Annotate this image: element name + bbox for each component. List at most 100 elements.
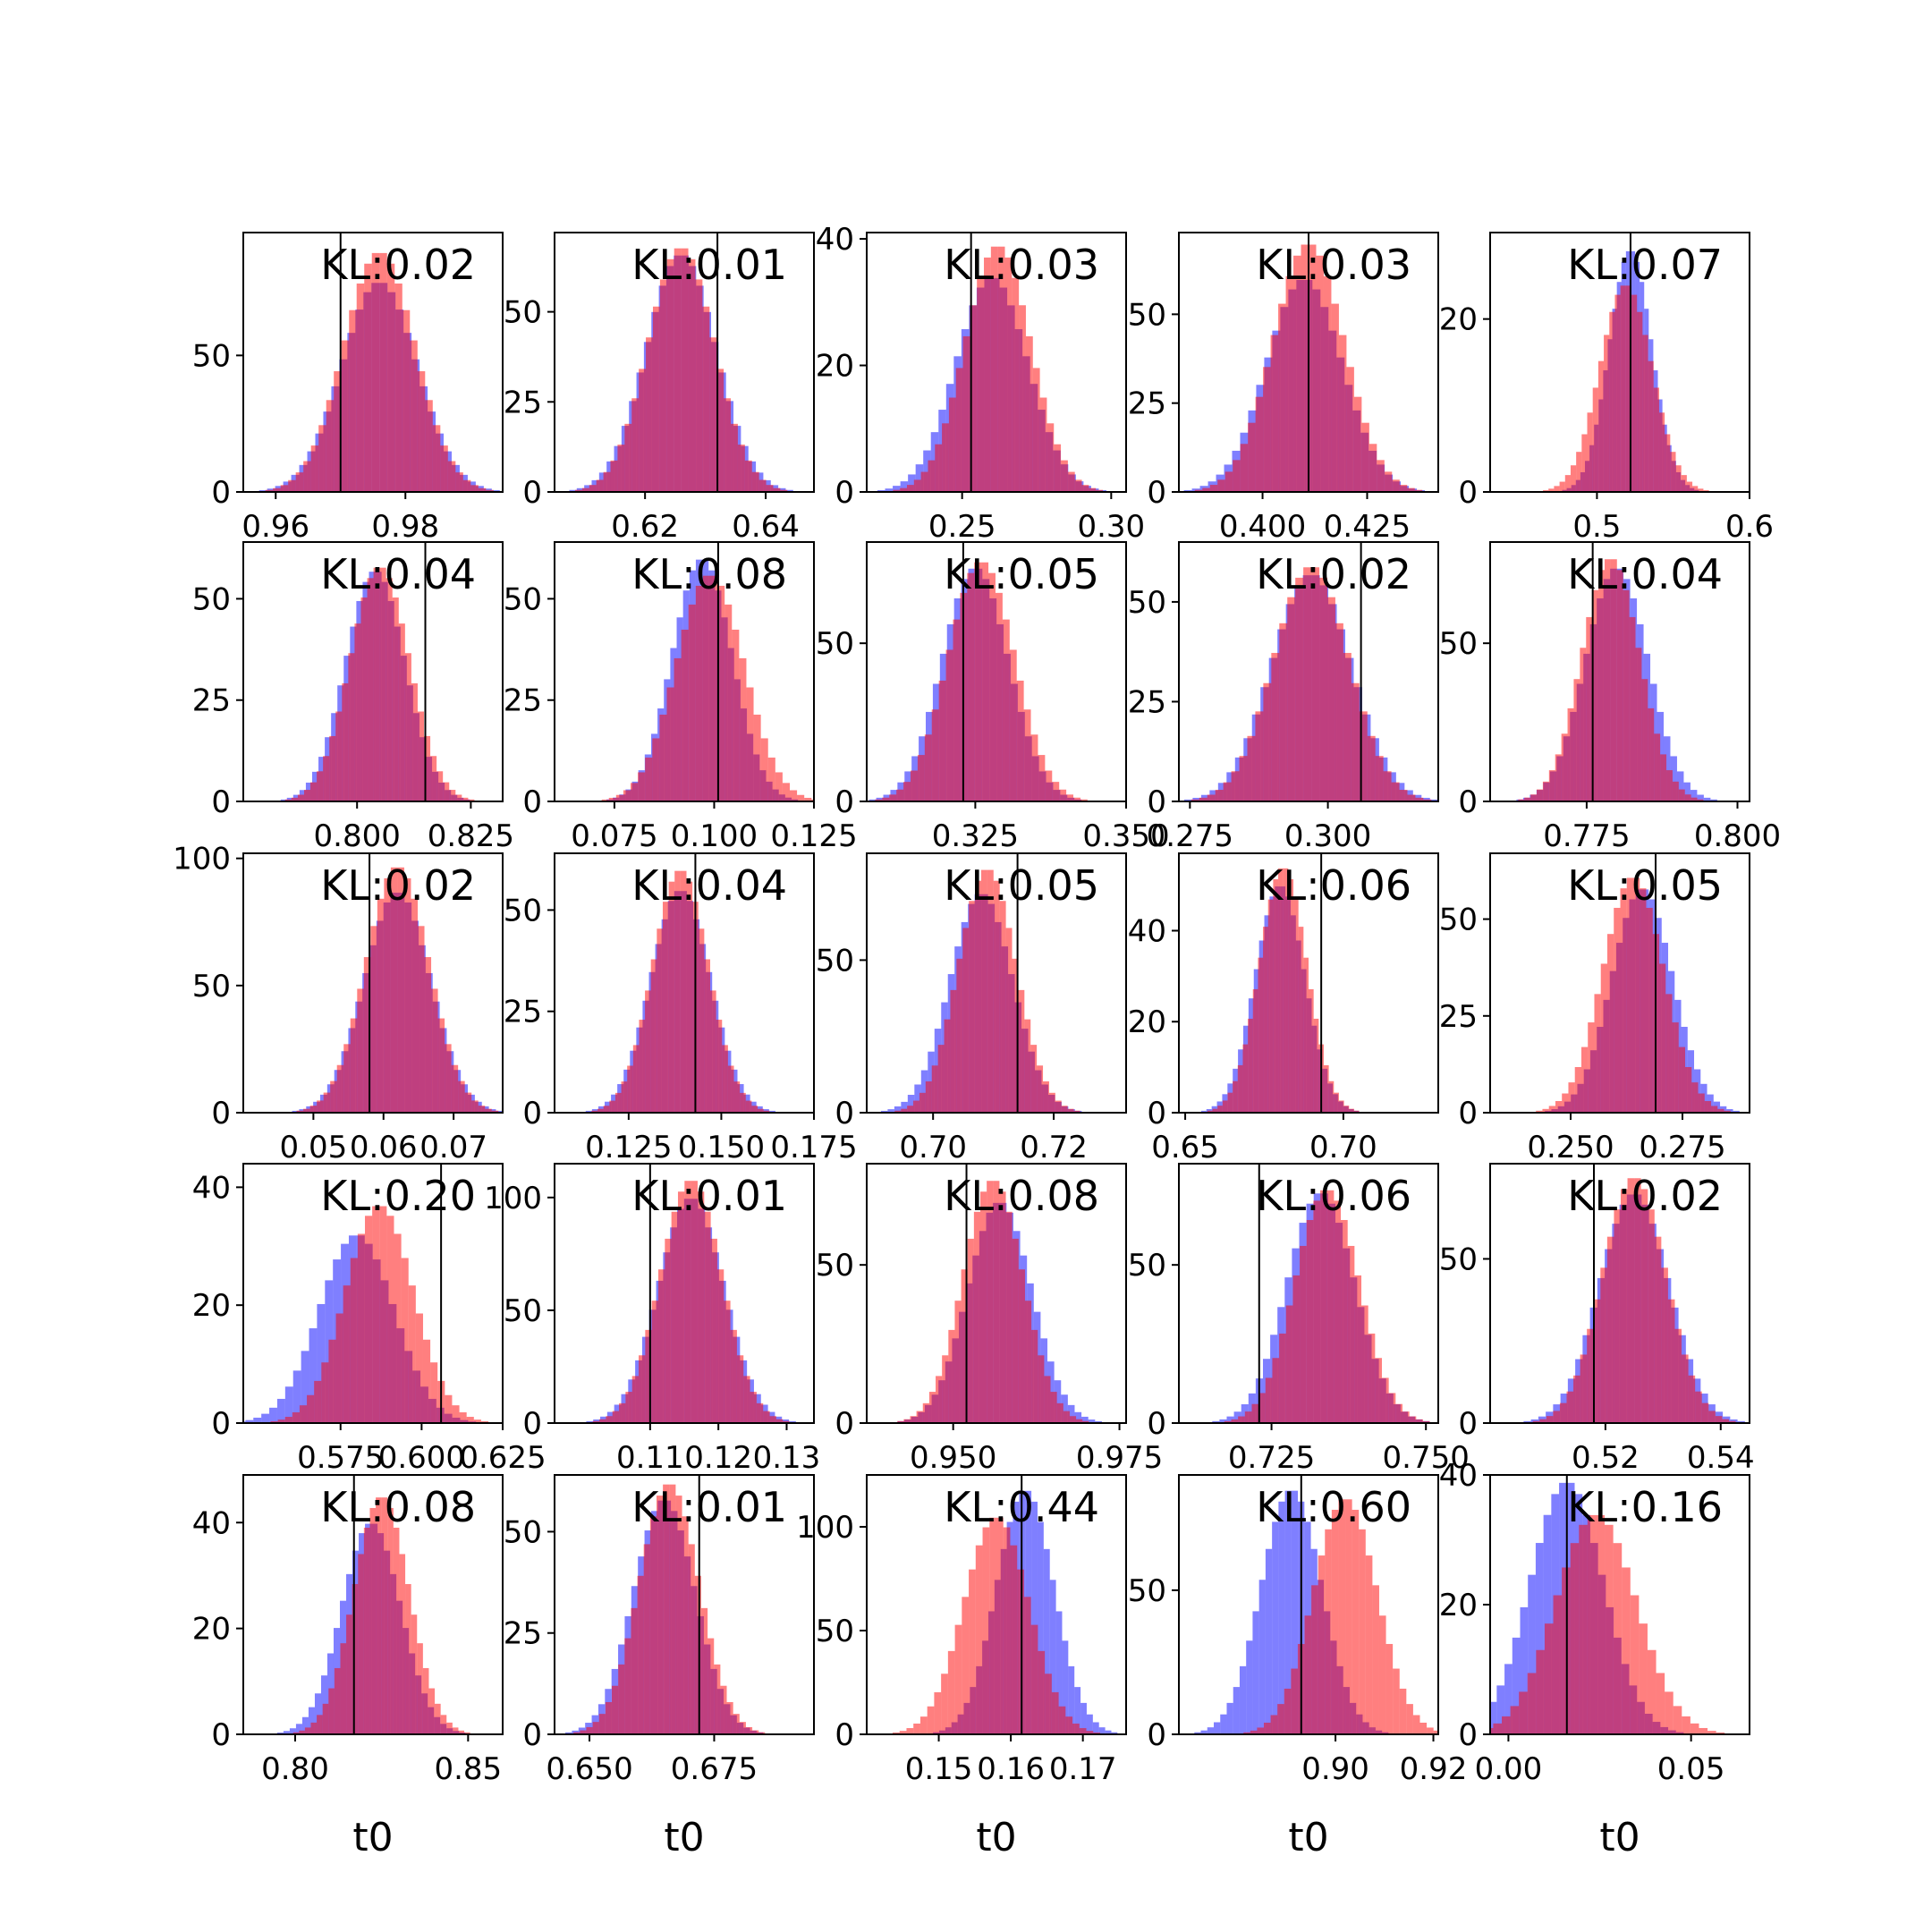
prior-histogram-bar [284,1417,292,1423]
prior-histogram-bar [1300,1245,1307,1423]
prior-histogram-bar [896,789,904,801]
plot-area [1536,853,1740,1113]
prior-histogram-bar [1279,623,1288,801]
x-tick-label: 0.64 [732,509,800,545]
prior-histogram-bar [1313,1200,1321,1423]
prior-histogram-bar [1627,1178,1635,1423]
prior-histogram-bar [975,1545,983,1734]
prior-histogram-bar [650,959,657,1113]
prior-histogram-bar [304,1727,311,1734]
prior-histogram-bar [1527,1673,1537,1734]
posterior-histogram-bar [1670,756,1677,801]
prior-histogram-bar [1017,1569,1024,1734]
posterior-histogram-bar [789,1420,796,1423]
prior-histogram-bar [675,1496,682,1734]
prior-histogram-bar [1263,927,1268,1113]
prior-histogram-bar [280,485,289,492]
prior-histogram-bar [1023,709,1031,801]
prior-histogram-bar [1588,1022,1595,1113]
x-tick-label: 0.250 [1527,1130,1614,1165]
prior-histogram-bar [1620,1189,1628,1423]
posterior-histogram-bar [1081,1416,1089,1423]
prior-histogram-bar [925,1080,932,1113]
prior-histogram-bar [624,423,632,492]
prior-histogram-bar [437,1018,445,1113]
posterior-histogram-bar [1523,1420,1531,1423]
x-tick-label: 0.85 [434,1751,502,1787]
y-tick-label: 0 [211,1717,231,1753]
prior-histogram-bar [1061,460,1068,492]
prior-histogram-bar [1050,1392,1057,1423]
prior-histogram-bar [1018,1269,1025,1423]
plot-area [1200,853,1360,1113]
posterior-histogram-bar [1049,1580,1056,1734]
prior-histogram-bar [954,1624,962,1734]
prior-histogram-bar [1580,1354,1588,1423]
prior-histogram-bar [954,1301,962,1423]
prior-histogram-bar [934,1691,942,1734]
prior-histogram-bar [700,1607,708,1734]
axes-frame [242,852,504,1114]
prior-histogram-bar [938,680,946,801]
prior-histogram-bar [1383,771,1392,801]
x-tick-label: 0.725 [1228,1440,1315,1476]
prior-histogram-bar [1412,1715,1420,1734]
posterior-histogram-bar [261,1413,270,1423]
x-tick-label: 0.300 [1284,818,1371,854]
prior-histogram-bar [1587,412,1593,492]
x-tick-label: 0.175 [770,1130,857,1165]
subplot-14: 0.65 0.70 0 20 40 KL:0.06 [1128,852,1439,1165]
prior-histogram-bar [376,1497,382,1734]
posterior-histogram-bar [1183,799,1193,801]
plot-area [897,1164,1102,1423]
x-tick-label: 0.825 [428,818,514,854]
x-tick-label: 0.92 [1400,1751,1468,1787]
prior-histogram-bar [1323,275,1332,492]
prior-histogram-bar [1546,1416,1554,1423]
posterior-histogram-bar [301,1716,309,1734]
x-tick-label: 0.100 [671,818,758,854]
posterior-histogram-bar [1258,1580,1266,1734]
prior-histogram-bar [1338,335,1347,492]
prior-histogram-bar [753,714,761,801]
prior-histogram-bar [1433,1730,1438,1734]
y-tick-label: 0 [211,475,231,511]
prior-histogram-bar [1393,1668,1400,1734]
prior-histogram-bar [987,1181,994,1423]
x-tick-label: 0.62 [611,509,679,545]
prior-histogram-bar [342,682,349,801]
prior-histogram-bar [716,1020,723,1113]
prior-histogram-bar [466,1417,474,1423]
prior-histogram-bar [694,1575,701,1734]
posterior-histogram-bar [1733,1110,1740,1113]
prior-histogram-bar [682,1516,689,1734]
kl-divergence-label: KL:0.20 [320,1172,476,1220]
x-tick-label: 0.425 [1324,509,1411,545]
subplot-1: 0.96 0.98 0 50 KL:0.02 [192,232,504,545]
prior-histogram-bar [643,1544,650,1734]
prior-histogram-bar [410,340,418,492]
prior-histogram-bar [935,444,943,492]
prior-histogram-bar [936,1376,943,1423]
prior-histogram-bar [1309,244,1317,492]
posterior-histogram-bar [1212,1420,1220,1423]
prior-histogram-bar [1665,1691,1674,1734]
prior-histogram-bar [1039,397,1047,492]
prior-histogram-bar [307,1394,315,1423]
prior-histogram-bar [394,1233,402,1423]
prior-histogram-bar [1079,1728,1087,1734]
prior-histogram-bar [303,1108,310,1113]
kl-divergence-label: KL:0.06 [1256,1172,1411,1220]
prior-histogram-bar [1530,794,1538,801]
prior-histogram-bar [1536,1649,1545,1734]
prior-histogram-bar [1707,1731,1716,1734]
prior-histogram-bar [920,471,928,492]
prior-histogram-bar [1574,1066,1581,1113]
posterior-histogram-bar [1092,1722,1099,1734]
x-tick-label: 0.675 [671,1751,758,1787]
prior-histogram-bar [1365,1555,1373,1734]
prior-histogram-bar [1263,682,1272,801]
prior-histogram-bar [882,797,890,801]
prior-histogram-bar [1233,460,1241,492]
prior-histogram-bar [386,578,393,801]
